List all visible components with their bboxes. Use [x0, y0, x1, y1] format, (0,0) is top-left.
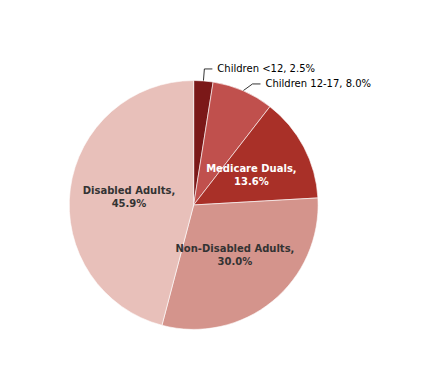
svg-text:30.0%: 30.0%	[218, 256, 253, 267]
svg-text:Medicare Duals,: Medicare Duals,	[206, 163, 297, 174]
svg-text:Children <12, 2.5%: Children <12, 2.5%	[217, 63, 315, 74]
svg-text:Disabled Adults,: Disabled Adults,	[83, 185, 175, 196]
svg-text:Children 12-17, 8.0%: Children 12-17, 8.0%	[265, 78, 371, 89]
svg-text:45.9%: 45.9%	[112, 198, 147, 209]
svg-text:13.6%: 13.6%	[234, 176, 269, 187]
svg-text:Non-Disabled Adults,: Non-Disabled Adults,	[175, 243, 294, 254]
